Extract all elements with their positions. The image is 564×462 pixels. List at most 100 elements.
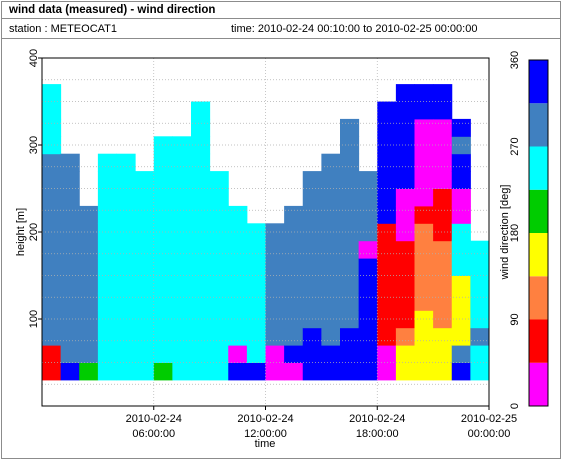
heatmap-cell: [433, 223, 453, 242]
heatmap-cell: [414, 362, 434, 381]
heatmap-cell: [395, 240, 416, 259]
heatmap-cell: [451, 205, 471, 224]
heatmap-cell: [246, 310, 267, 329]
heatmap-cell: [265, 327, 285, 346]
heatmap-cell: [470, 327, 490, 346]
heatmap-cell: [153, 310, 173, 329]
heatmap-cell: [153, 275, 173, 294]
heatmap-cell: [377, 205, 397, 224]
heatmap-cell: [116, 362, 136, 381]
heatmap-cell: [358, 258, 378, 276]
heatmap-cell: [395, 205, 416, 224]
heatmap-cell: [340, 118, 360, 137]
heatmap-cell: [191, 327, 211, 346]
heatmap-cell: [414, 275, 434, 294]
heatmap-cell: [79, 223, 99, 242]
colorbar-label: wind direction [deg]: [499, 185, 511, 281]
heatmap-cell: [228, 258, 248, 276]
heatmap-cell: [42, 84, 62, 102]
heatmap-cell: [377, 101, 397, 120]
heatmap-cell: [79, 345, 99, 363]
colorbar-tick-label: 360: [509, 51, 521, 69]
heatmap-cell: [42, 275, 62, 294]
heatmap-cell: [395, 275, 416, 294]
heatmap-cell: [153, 205, 173, 224]
time-range-label: time: 2010-02-24 00:10:00 to 2010-02-25 …: [231, 23, 478, 35]
heatmap-cell: [135, 240, 155, 259]
y-axis: 100 200 300 400: [28, 49, 42, 328]
heatmap-cell: [172, 136, 192, 155]
heatmap-cell: [340, 205, 360, 224]
heatmap-cell: [395, 258, 416, 276]
heatmap-cell: [135, 275, 155, 294]
heatmap-cell: [153, 171, 173, 189]
heatmap-cell: [172, 327, 192, 346]
heatmap-cell: [135, 327, 155, 346]
heatmap-cell: [470, 275, 490, 294]
heatmap-cell: [414, 223, 434, 242]
heatmap-cell: [377, 153, 397, 172]
heatmap-cell: [191, 101, 211, 120]
heatmap-cell: [79, 327, 99, 346]
heatmap-cell: [42, 118, 62, 137]
heatmap-cell: [358, 205, 378, 224]
heatmap-cell: [42, 345, 62, 363]
heatmap-cell: [60, 188, 80, 207]
y-tick-label: 300: [28, 136, 40, 154]
heatmap-cell: [191, 275, 211, 294]
heatmap-cell: [451, 136, 471, 155]
heatmap-cell: [377, 327, 397, 346]
heatmap-cell: [470, 345, 490, 363]
heatmap-cell: [79, 275, 99, 294]
y-axis-label: height [m]: [15, 208, 27, 256]
heatmap-cell: [135, 171, 155, 189]
heatmap-cell: [451, 240, 471, 259]
heatmap-cell: [42, 258, 62, 276]
heatmap-cell: [228, 240, 248, 259]
heatmap-cell: [340, 188, 360, 207]
heatmap-cell: [302, 327, 322, 346]
heatmap-cells: [42, 84, 490, 381]
heatmap-cell: [97, 292, 118, 311]
y-tick-label: 200: [28, 223, 40, 241]
heatmap-cell: [172, 258, 192, 276]
heatmap-cell: [265, 275, 285, 294]
heatmap-cell: [172, 223, 192, 242]
y-tick-label: 100: [28, 310, 40, 328]
x-tick-label-date: 2010-02-24: [349, 413, 405, 425]
title-bar: wind data (measured) - wind direction: [2, 2, 560, 19]
colorbar-segment: [529, 103, 548, 147]
colorbar-tick-label: 180: [509, 224, 521, 242]
heatmap-cell: [414, 258, 434, 276]
heatmap-cell: [135, 258, 155, 276]
heatmap-cell: [172, 345, 192, 363]
heatmap-cell: [451, 327, 471, 346]
heatmap-cell: [116, 327, 136, 346]
heatmap-cell: [321, 153, 341, 172]
heatmap-cell: [377, 240, 397, 259]
heatmap-cell: [340, 171, 360, 189]
heatmap-cell: [377, 118, 397, 137]
heatmap-cell: [451, 153, 471, 172]
heatmap-cell: [246, 223, 267, 242]
station-label: station : METEOCAT1: [9, 23, 117, 35]
heatmap-cell: [60, 327, 80, 346]
x-axis: 2010-02-24 06:00:00 2010-02-24 12:00:00 2010…: [126, 406, 517, 440]
heatmap-cell: [246, 275, 267, 294]
heatmap-cell: [433, 101, 453, 120]
colorbar-ticks: 0 90 180 270 360: [509, 51, 521, 409]
heatmap-cell: [340, 223, 360, 242]
heatmap-cell: [433, 310, 453, 329]
x-tick-label-date: 2010-02-25: [461, 413, 517, 425]
heatmap-cell: [191, 223, 211, 242]
heatmap-cell: [321, 205, 341, 224]
heatmap-cell: [451, 292, 471, 311]
heatmap-cell: [97, 345, 118, 363]
heatmap-cell: [209, 171, 229, 189]
heatmap-cell: [191, 171, 211, 189]
colorbar-tick-label: 270: [509, 137, 521, 155]
heatmap-cell: [79, 310, 99, 329]
x-tick-label-time: 12:00:00: [244, 428, 287, 440]
heatmap-cell: [321, 362, 341, 381]
heatmap-cell: [470, 292, 490, 311]
